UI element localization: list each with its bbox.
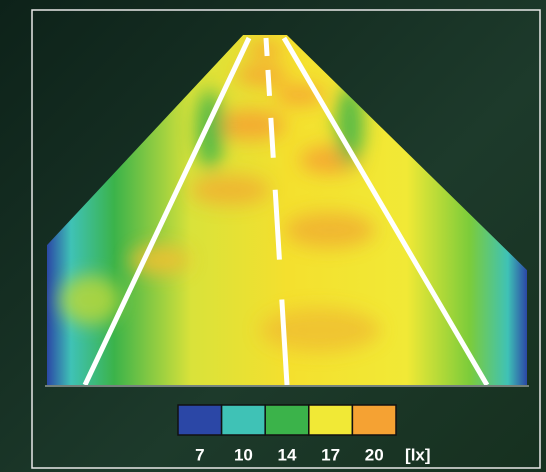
legend-swatch xyxy=(351,404,397,436)
center-line xyxy=(263,37,290,385)
road-surface xyxy=(47,35,527,385)
legend-label: 10 xyxy=(234,445,253,464)
legend-label: 17 xyxy=(321,445,340,464)
lane-line xyxy=(82,36,252,385)
legend-unit: [lx] xyxy=(405,445,431,464)
road xyxy=(47,35,527,385)
legend-label: 7 xyxy=(195,445,204,464)
legend-swatch xyxy=(264,404,310,436)
legend-swatch xyxy=(177,404,223,436)
legend: 7 10 14 17 20 [lx] xyxy=(177,404,431,464)
frame xyxy=(31,9,541,469)
legend-label: 14 xyxy=(278,445,297,464)
legend-swatch xyxy=(220,404,266,436)
legend-swatch xyxy=(308,404,354,436)
legend-label: 20 xyxy=(365,445,384,464)
lane-line xyxy=(281,36,490,385)
hotspots xyxy=(60,42,380,352)
